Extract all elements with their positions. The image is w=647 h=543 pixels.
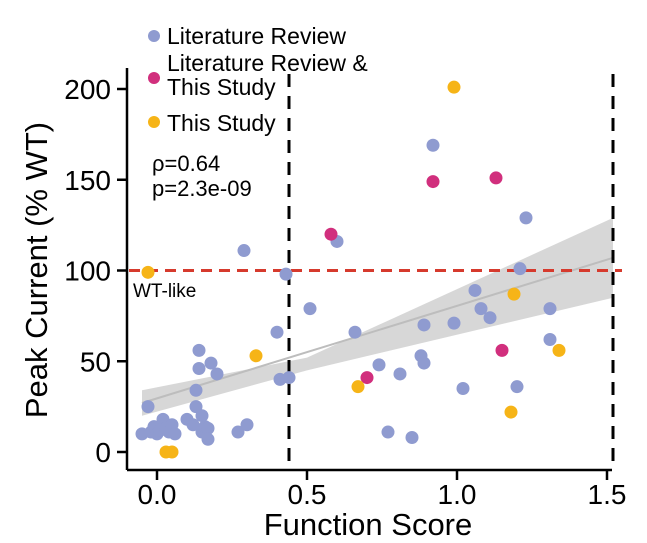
data-point xyxy=(417,318,431,332)
y-tick-label: 50 xyxy=(80,346,111,377)
data-point xyxy=(231,425,245,439)
data-point xyxy=(351,380,365,394)
data-point xyxy=(270,325,284,339)
data-point xyxy=(372,358,386,372)
x-tick-label: 0.5 xyxy=(288,479,327,510)
data-point xyxy=(417,356,431,370)
data-point xyxy=(279,267,293,281)
confidence-band xyxy=(142,217,613,416)
y-tick-label: 150 xyxy=(64,165,111,196)
data-point xyxy=(324,227,338,241)
legend-label-this-study: This Study xyxy=(167,110,276,136)
data-point xyxy=(519,211,533,225)
legend: Literature Review Literature Review & Th… xyxy=(148,23,368,136)
x-tick-label: 1.0 xyxy=(438,479,477,510)
data-point xyxy=(507,287,521,301)
data-point xyxy=(474,302,488,316)
data-point xyxy=(426,175,440,189)
data-point xyxy=(513,262,527,276)
y-ticks: 0 50 100 150 200 xyxy=(64,74,127,468)
legend-marker-literature-review-and-this-study xyxy=(148,72,160,84)
x-tick-label: 0.0 xyxy=(138,479,177,510)
y-tick-label: 0 xyxy=(95,437,111,468)
rho-annotation: ρ=0.64 xyxy=(152,151,220,176)
data-point xyxy=(249,349,263,363)
legend-label-literature-review-and-this-study: Literature Review & xyxy=(167,50,368,76)
data-point xyxy=(405,430,419,444)
data-point xyxy=(543,302,557,316)
data-point xyxy=(468,283,482,297)
y-axis-title: Peak Current (% WT) xyxy=(19,122,54,418)
data-point xyxy=(210,367,224,381)
x-ticks: 0.0 0.5 1.0 1.5 xyxy=(138,470,627,510)
data-point xyxy=(192,343,206,357)
data-point xyxy=(447,80,461,94)
data-point xyxy=(141,265,155,279)
data-point xyxy=(504,405,518,419)
x-tick-label: 1.5 xyxy=(588,479,627,510)
data-point xyxy=(240,418,254,432)
legend-marker-this-study xyxy=(148,116,160,128)
data-point xyxy=(303,302,317,316)
data-point xyxy=(456,381,470,395)
data-point xyxy=(189,383,203,397)
data-point xyxy=(348,325,362,339)
data-point xyxy=(447,316,461,330)
data-point xyxy=(201,432,215,446)
data-points xyxy=(135,80,566,459)
legend-label-this-study-line2: This Study xyxy=(167,74,276,100)
data-point xyxy=(426,138,440,152)
data-point xyxy=(186,418,200,432)
wt-like-label: WT-like xyxy=(133,281,196,302)
p-value-annotation: p=2.3e-09 xyxy=(152,176,252,201)
data-point xyxy=(195,409,209,423)
data-point xyxy=(192,362,206,376)
data-point xyxy=(393,367,407,381)
data-point xyxy=(141,400,155,414)
legend-label-literature-review: Literature Review xyxy=(167,23,346,49)
data-point xyxy=(483,311,497,325)
data-point xyxy=(510,380,524,394)
y-tick-label: 200 xyxy=(64,74,111,105)
y-tick-label: 100 xyxy=(64,256,111,287)
data-point xyxy=(360,371,374,385)
data-point xyxy=(201,421,215,435)
legend-marker-literature-review xyxy=(148,30,160,42)
data-point xyxy=(543,332,557,346)
data-point xyxy=(489,171,503,185)
regression-line xyxy=(141,256,614,404)
data-point xyxy=(552,343,566,357)
data-point xyxy=(495,343,509,357)
x-axis-title: Function Score xyxy=(264,507,473,542)
data-point xyxy=(204,356,218,370)
data-point xyxy=(381,425,395,439)
data-point xyxy=(168,427,182,441)
data-point xyxy=(237,244,251,258)
data-point xyxy=(165,445,179,459)
data-point xyxy=(282,371,296,385)
